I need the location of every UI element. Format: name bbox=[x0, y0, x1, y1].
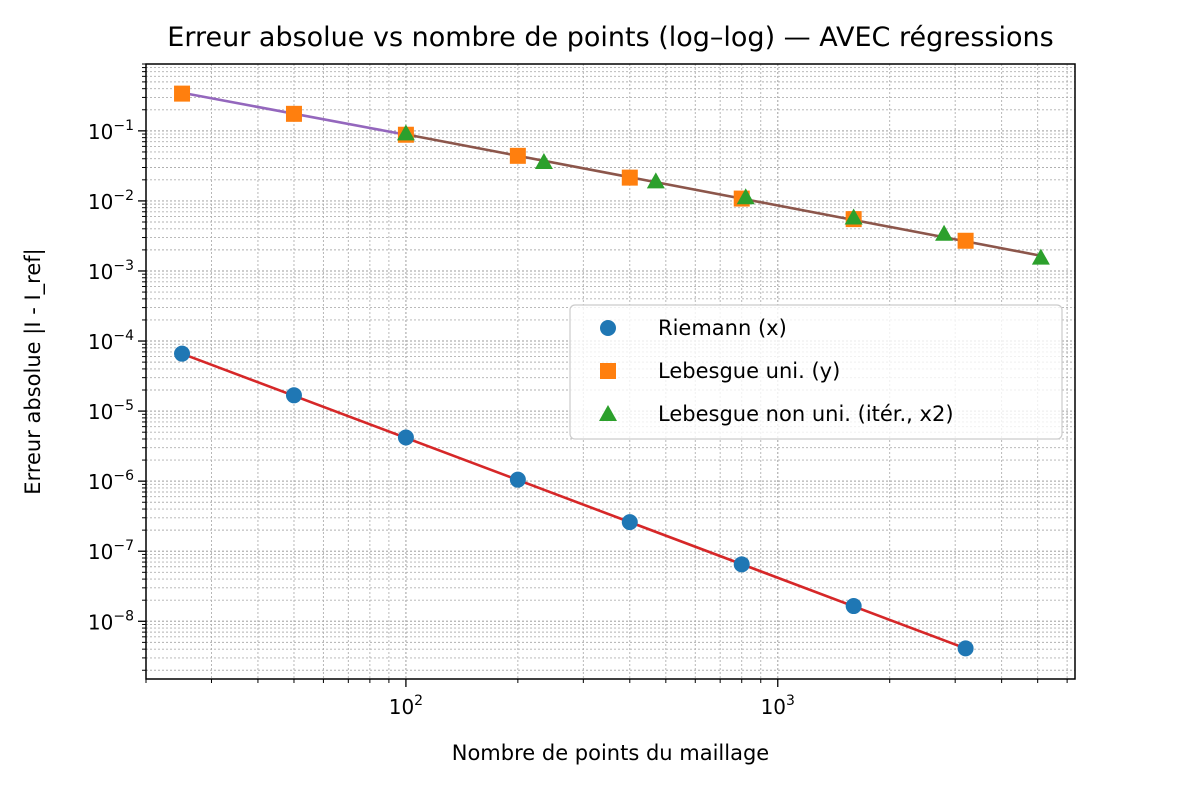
legend-box bbox=[569, 304, 1063, 440]
legend-label: Riemann (x) bbox=[658, 316, 787, 340]
y-tick-label: 10−6 bbox=[88, 468, 134, 494]
data-point-circle bbox=[733, 556, 750, 573]
data-point-triangle bbox=[646, 172, 665, 189]
y-tick-label: 10−7 bbox=[88, 538, 134, 564]
data-point-circle bbox=[285, 387, 302, 404]
legend-marker bbox=[600, 363, 616, 379]
data-point-square bbox=[957, 232, 974, 249]
data-point-circle bbox=[509, 471, 526, 488]
data-point-triangle bbox=[736, 188, 755, 205]
x-tick-label: 103 bbox=[761, 693, 795, 719]
plot-frame bbox=[145, 63, 1076, 680]
data-point-triangle bbox=[935, 224, 954, 241]
x-axis-label: Nombre de points du maillage bbox=[452, 741, 769, 765]
y-tick-label: 10−4 bbox=[88, 328, 134, 354]
data-point-circle bbox=[397, 429, 414, 446]
y-tick-label: 10−3 bbox=[88, 258, 134, 284]
legend-label: Lebesgue non uni. (itér., x2) bbox=[658, 402, 954, 426]
data-point-square bbox=[621, 169, 638, 186]
data-point-circle bbox=[174, 345, 191, 362]
y-tick-label: 10−5 bbox=[88, 398, 134, 424]
data-point-square bbox=[509, 147, 526, 164]
y-tick-label: 10−8 bbox=[88, 608, 134, 634]
y-tick-label: 10−2 bbox=[88, 188, 134, 214]
data-point-circle bbox=[621, 514, 638, 531]
data-point-square bbox=[174, 85, 191, 102]
data-point-triangle bbox=[844, 208, 863, 225]
y-axis-label: Erreur absolue |I - I_ref| bbox=[21, 248, 46, 494]
data-point-triangle bbox=[534, 152, 553, 169]
data-points bbox=[174, 85, 1050, 657]
y-tick-label: 10−1 bbox=[88, 118, 134, 144]
legend-marker bbox=[599, 405, 617, 421]
axis-ticks: 102 103 10−8 10−7 10−6 10−5 10−4 10−3 10−2 10−1 bbox=[88, 63, 1068, 719]
chart-title: Erreur absolue vs nombre de points (log–… bbox=[167, 22, 1053, 53]
legend-marker bbox=[600, 320, 616, 336]
data-point-triangle bbox=[1031, 248, 1050, 265]
data-point-circle bbox=[845, 598, 862, 615]
data-point-triangle bbox=[396, 124, 415, 141]
data-point-square bbox=[285, 105, 302, 122]
legend-label: Lebesgue uni. (y) bbox=[658, 359, 840, 383]
legend: Riemann (x) Lebesgue uni. (y) Lebesgue non… bbox=[569, 304, 1063, 440]
data-point-circle bbox=[957, 640, 974, 657]
x-tick-label: 102 bbox=[389, 693, 423, 719]
regression-line bbox=[181, 352, 967, 650]
